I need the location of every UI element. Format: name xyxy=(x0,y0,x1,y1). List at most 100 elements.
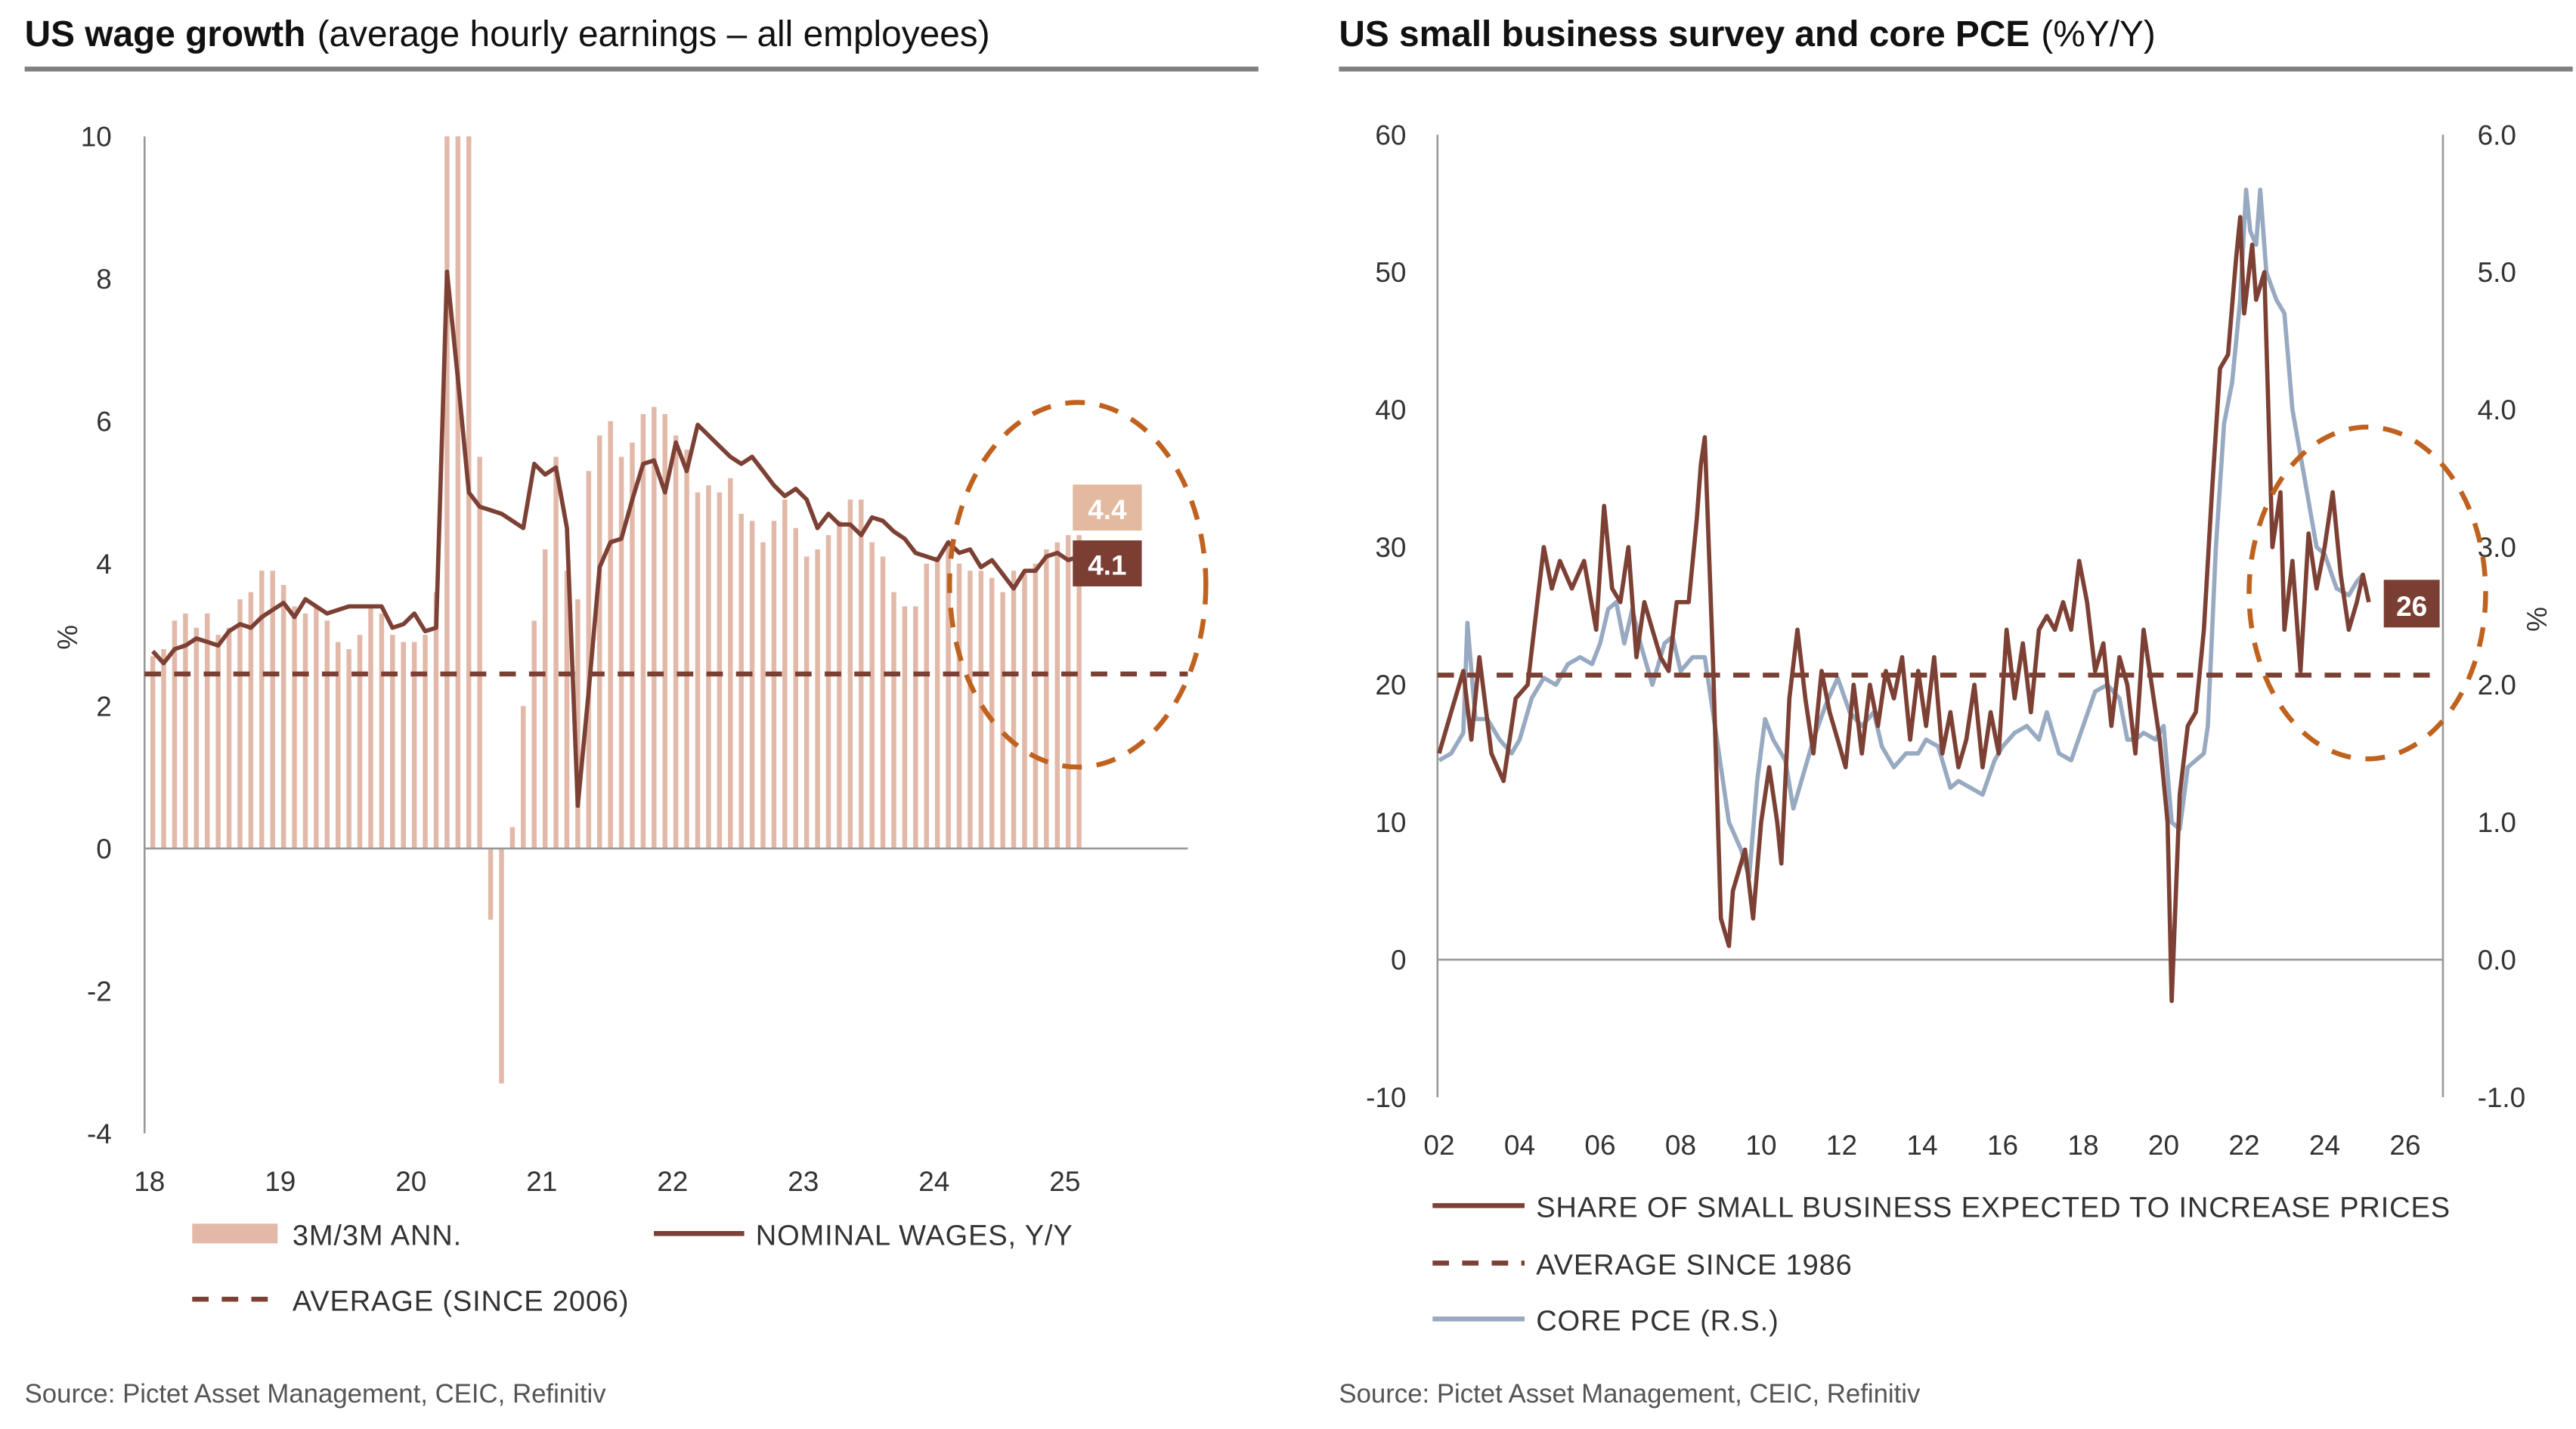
x-tick-label: 25 xyxy=(1049,1166,1080,1197)
bar-3m3m xyxy=(324,620,330,849)
bar-3m3m xyxy=(531,620,537,849)
badge-smallbiz-value: 26 xyxy=(2396,591,2427,622)
x-tick-label: 04 xyxy=(1504,1130,1535,1161)
bar-3m3m xyxy=(695,492,701,849)
bar-3m3m xyxy=(161,648,166,849)
bar-3m3m xyxy=(640,413,646,849)
x-tick-label: 20 xyxy=(395,1166,426,1197)
y-right-tick-label: 6.0 xyxy=(2478,119,2516,150)
y-tick-label: -4 xyxy=(87,1118,112,1149)
bar-3m3m xyxy=(346,648,351,849)
y-right-tick-label: 0.0 xyxy=(2478,945,2516,976)
highlight-circle xyxy=(2246,424,2488,762)
bar-3m3m xyxy=(1076,535,1082,849)
bar-3m3m xyxy=(902,606,908,849)
bar-3m3m xyxy=(880,556,886,849)
legend-wage-label: NOMINAL WAGES, Y/Y xyxy=(756,1220,1073,1252)
x-tick-label: 19 xyxy=(265,1166,296,1197)
bar-3m3m xyxy=(433,592,439,849)
bar-3m3m xyxy=(335,642,341,849)
bar-3m3m xyxy=(1033,563,1039,849)
bar-3m3m xyxy=(215,635,221,849)
y-right-tick-label: 1.0 xyxy=(2478,807,2516,838)
bar-3m3m xyxy=(684,450,689,849)
x-tick-label: 18 xyxy=(134,1166,165,1197)
bar-3m3m xyxy=(738,513,744,849)
bar-3m3m xyxy=(553,456,559,849)
bar-3m3m xyxy=(760,542,766,849)
bar-3m3m xyxy=(608,421,613,849)
bar-3m3m xyxy=(946,542,951,849)
y-tick-label: 20 xyxy=(1375,670,1406,701)
y-tick-label: 60 xyxy=(1375,119,1406,150)
bar-3m3m xyxy=(509,827,516,849)
bar-3m3m xyxy=(150,656,156,849)
y-tick-label: 50 xyxy=(1375,257,1406,288)
bar-3m3m xyxy=(586,471,592,849)
right-chart-title: US small business survey and core PCE (%Y… xyxy=(1339,14,2155,54)
bar-3m3m xyxy=(1022,571,1027,849)
x-tick-label: 08 xyxy=(1665,1130,1696,1161)
left-chart-title: US wage growth (average hourly earnings –… xyxy=(25,14,990,54)
x-tick-label: 24 xyxy=(918,1166,949,1197)
right-title-rest: (%Y/Y) xyxy=(2041,14,2155,54)
bar-3m3m xyxy=(499,848,504,1084)
y-tick-label: 10 xyxy=(1375,807,1406,838)
bar-3m3m xyxy=(749,521,755,849)
small-business-prices-line xyxy=(1437,215,2371,1004)
x-tick-label: 20 xyxy=(2148,1130,2179,1161)
bar-3m3m xyxy=(1044,549,1049,849)
bar-3m3m xyxy=(194,627,200,849)
bar-3m3m xyxy=(172,620,178,849)
bar-3m3m xyxy=(924,563,930,849)
x-tick-label: 06 xyxy=(1584,1130,1615,1161)
bar-3m3m xyxy=(411,642,417,849)
badge-3m3m-bg xyxy=(1073,484,1142,531)
bar-3m3m xyxy=(423,635,428,849)
bar-3m3m xyxy=(204,613,210,849)
x-tick-label: 10 xyxy=(1745,1130,1776,1161)
left-title-bold: US wage growth xyxy=(25,14,306,54)
y-tick-label: 8 xyxy=(96,264,112,295)
y-tick-label: 40 xyxy=(1375,394,1406,425)
x-tick-label: 16 xyxy=(1987,1130,2018,1161)
badge-smallbiz-bg xyxy=(2383,580,2440,628)
y-tick-label: 10 xyxy=(81,121,112,152)
bar-3m3m xyxy=(793,527,799,849)
legend-avg1986-label: AVERAGE SINCE 1986 xyxy=(1536,1250,1853,1282)
core-pce-line xyxy=(1438,187,2365,880)
bar-3m3m xyxy=(302,613,308,849)
bar-3m3m xyxy=(934,556,940,849)
bar-3m3m xyxy=(652,407,657,849)
x-tick-label: 22 xyxy=(657,1166,688,1197)
bar-3m3m xyxy=(1011,571,1017,849)
bar-3m3m xyxy=(803,556,810,849)
bar-3m3m xyxy=(259,571,265,849)
legend-bar-label: 3M/3M ANN. xyxy=(293,1220,462,1252)
y-tick-label: -10 xyxy=(1366,1082,1406,1113)
left-title-rest: (average hourly earnings – all employees… xyxy=(317,14,990,54)
bar-3m3m xyxy=(815,549,820,849)
bar-3m3m xyxy=(444,136,450,849)
badge-wage-bg xyxy=(1073,540,1142,586)
nominal-wages-line xyxy=(151,269,1080,809)
y-right-axis-label: % xyxy=(2522,607,2553,632)
bar-3m3m xyxy=(564,571,570,849)
bar-3m3m xyxy=(662,413,668,849)
bar-3m3m xyxy=(477,456,482,849)
bar-3m3m xyxy=(596,435,602,849)
y-right-tick-label: 2.0 xyxy=(2478,670,2516,701)
bar-3m3m xyxy=(488,848,494,920)
y-right-tick-label: 5.0 xyxy=(2478,257,2516,288)
bar-3m3m xyxy=(314,606,319,849)
bar-3m3m xyxy=(618,456,624,849)
bar-3m3m xyxy=(401,642,406,849)
bar-3m3m xyxy=(1065,535,1071,849)
bar-3m3m xyxy=(248,592,254,849)
bar-3m3m xyxy=(521,706,526,849)
bar-3m3m xyxy=(542,549,548,849)
right-source: Source: Pictet Asset Management, CEIC, R… xyxy=(1339,1380,1921,1409)
y-tick-label: 2 xyxy=(96,691,112,722)
x-tick-label: 14 xyxy=(1906,1130,1937,1161)
